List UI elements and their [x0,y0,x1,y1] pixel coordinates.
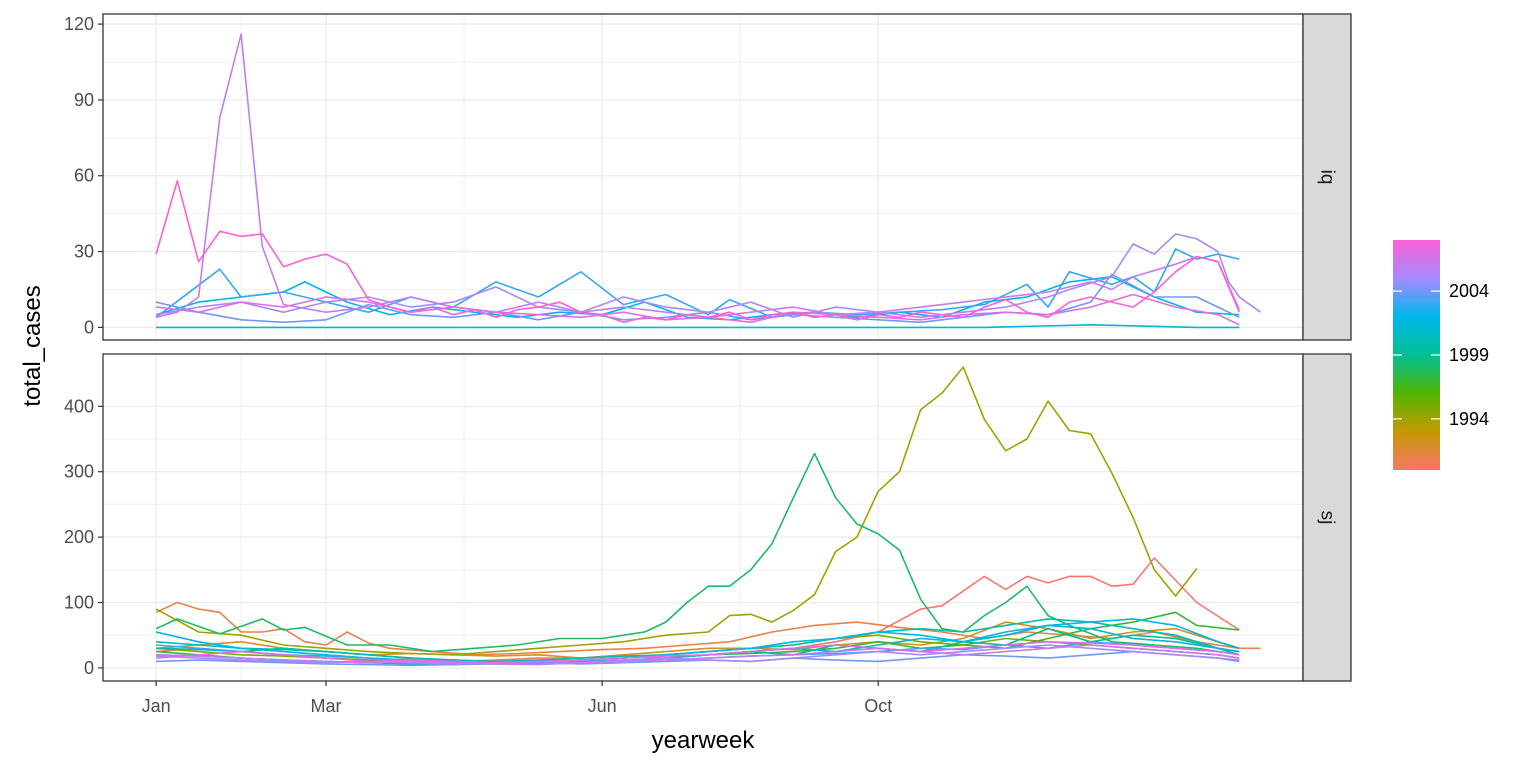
y-tick-label-iq: 60 [74,166,94,186]
facet-strip-label-iq: iq [1317,170,1338,185]
series-line-sj-1991 [155,601,1261,656]
legend-tick-label: 2004 [1449,281,1489,301]
facet-strip-iq [1302,13,1352,341]
y-tick-label-iq: 120 [64,14,94,34]
y-tick-label-sj: 300 [64,462,94,482]
facet-panel-iq: 0 30 60 90 120 iq [64,13,1352,341]
y-tick-label-sj: 0 [84,658,94,678]
series-line-iq-2005 [155,233,1261,319]
series-line-sj-2006 [156,644,1240,666]
x-tick-label: Mar [311,696,342,716]
facet-strip-sj [1302,353,1352,682]
series-group-sj [155,366,1261,667]
y-tick-label-sj: 400 [64,396,94,416]
legend-tick-label: 1999 [1449,345,1489,365]
y-tick-label-iq: 90 [74,90,94,110]
color-legend: 2004 1999 1994 [1393,240,1489,470]
x-axis: Jan Mar Jun Oct [142,681,892,716]
y-axis-title: total_cases [19,285,46,406]
y-tick-label-iq: 0 [84,317,94,337]
series-line-sj-1994 [155,366,1198,656]
series-line-iq-2001 [156,324,1240,329]
x-tick-label: Jun [588,696,617,716]
x-axis-title: yearweek [652,727,756,754]
y-tick-label-sj: 200 [64,527,94,547]
facet-strip-label-sj: sj [1317,511,1338,525]
facet-panels: 0 30 60 90 120 iq 0 100 200 300 400 sj [64,13,1352,682]
y-tick-label-iq: 30 [74,242,94,262]
legend-tick-label: 1994 [1449,409,1489,429]
series-line-sj-2002 [155,618,1240,664]
facet-panel-sj: 0 100 200 300 400 sj [64,353,1352,682]
series-group-iq [155,33,1261,329]
x-tick-label: Jan [142,696,171,716]
series-line-sj-2007 [156,641,1240,664]
series-line-sj-1998 [155,452,1240,656]
y-tick-label-sj: 100 [64,593,94,613]
x-tick-label: Oct [864,696,892,716]
series-line-iq-2008 [155,180,1241,324]
series-line-iq-2002 [155,276,1240,321]
